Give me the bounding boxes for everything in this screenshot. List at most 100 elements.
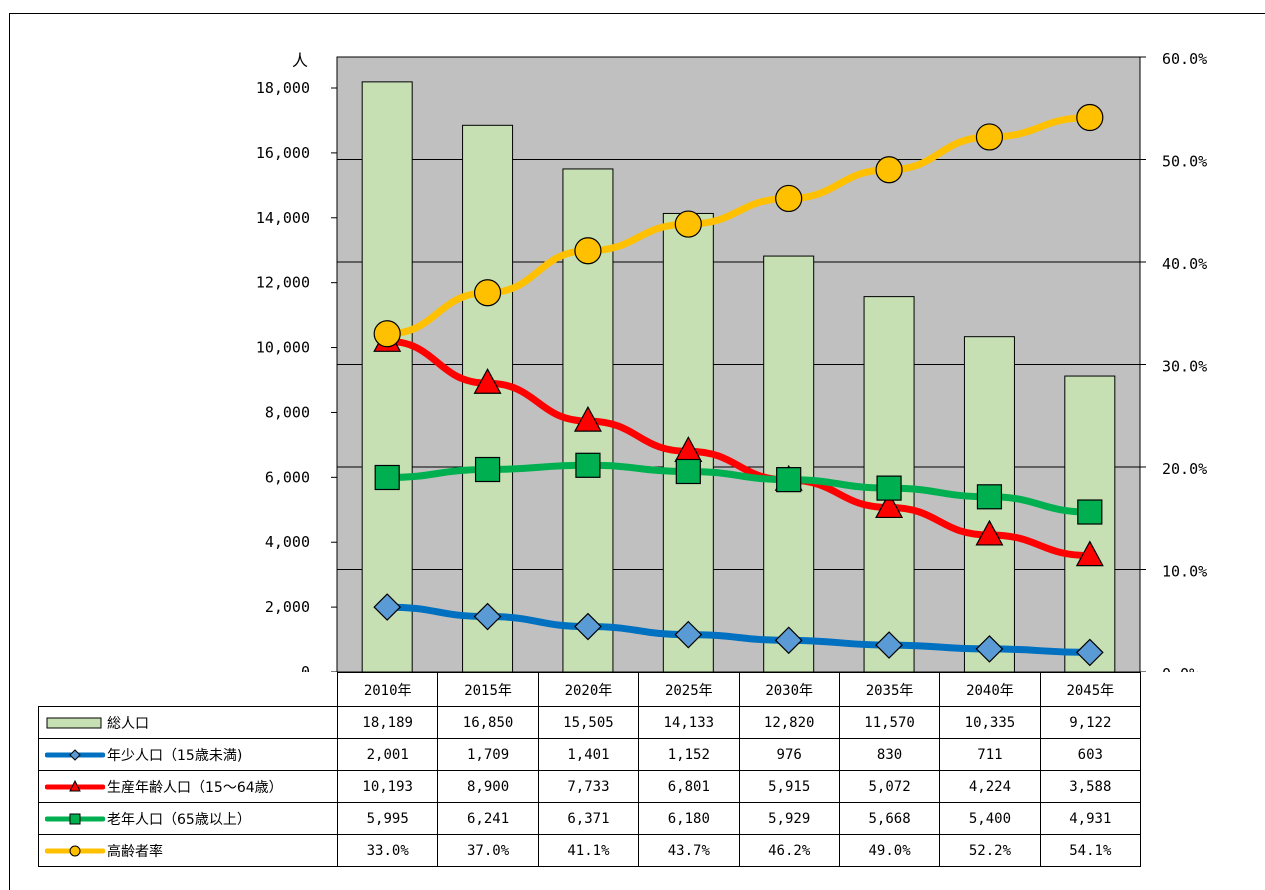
left-tick-label: 18,000 <box>256 79 310 97</box>
bar-total-population <box>361 81 413 672</box>
table-value-cell: 11,570 <box>838 706 941 739</box>
combo-chart: 0 2,000 4,000 6,000 8,000 10,000 12,000 14,000 1… <box>256 50 1207 672</box>
table-value-cell: 4,224 <box>939 770 1041 803</box>
table-value-cell: 2,001 <box>336 738 439 771</box>
series-name-cell: 高齢者率 <box>38 834 338 867</box>
table-value-cell: 5,668 <box>838 802 941 835</box>
category-label: 2020年 <box>537 672 640 707</box>
table-value-cell: 33.0% <box>336 834 439 867</box>
category-label: 2030年 <box>738 672 840 707</box>
category-label: 2035年 <box>838 672 941 707</box>
table-value-cell: 5,995 <box>336 802 439 835</box>
bar-total-population <box>462 124 514 672</box>
left-tick-label: 8,000 <box>265 403 310 421</box>
circle-marker <box>473 279 502 307</box>
legend-key-icon <box>45 813 105 824</box>
left-tick-label: 6,000 <box>265 468 310 486</box>
table-header-row: 2010年 2015年 2020年 2025年 2030年 2035年 2040年 2045年 <box>38 672 1142 707</box>
table-value-cell: 49.0% <box>838 834 941 867</box>
category-label: 2045年 <box>1039 672 1142 707</box>
table-value-cell: 43.7% <box>638 834 740 867</box>
table-value-cell: 5,915 <box>738 770 840 803</box>
table-value-cell: 1,401 <box>537 738 640 771</box>
line-series <box>383 113 1094 656</box>
square-marker <box>1077 499 1103 525</box>
table-value-cell: 5,072 <box>838 770 941 803</box>
series-line <box>383 337 1094 560</box>
legend-key-icon <box>45 779 105 791</box>
left-axis: 0 2,000 4,000 6,000 8,000 10,000 12,000 14,000 1… <box>256 79 337 672</box>
square-marker <box>675 458 701 485</box>
square-marker <box>976 484 1003 510</box>
chart-frame <box>9 13 1265 890</box>
table-value-cell: 5,929 <box>738 802 840 835</box>
table-value-cell: 37.0% <box>437 834 539 867</box>
circle-marker <box>775 184 803 213</box>
square-marker <box>876 475 902 501</box>
table-value-cell: 52.2% <box>939 834 1041 867</box>
right-axis: 0.0% 10.0% 20.0% 30.0% 40.0% 50.0% 60.0% <box>1140 50 1207 672</box>
table-value-cell: 6,241 <box>437 802 539 835</box>
table-value-cell: 6,801 <box>638 770 740 803</box>
table-value-cell: 4,931 <box>1039 802 1142 835</box>
left-tick-label: 4,000 <box>265 533 310 551</box>
triangle-marker <box>473 367 502 394</box>
table-value-cell: 16,850 <box>437 706 539 739</box>
left-tick-label: 12,000 <box>256 274 310 292</box>
table-value-cell: 8,900 <box>437 770 539 803</box>
series-name-cell: 老年人口（65歳以上） <box>38 802 338 835</box>
diamond-marker <box>975 635 1004 663</box>
category-label: 2010年 <box>336 672 439 707</box>
data-table: 2010年 2015年 2020年 2025年 2030年 2035年 2040年 2045年… <box>38 672 1142 867</box>
table-value-cell: 54.1% <box>1039 834 1142 867</box>
table-row: 総人口 18,189 16,850 15,505 14,133 12,820 11,570 1… <box>38 706 1142 739</box>
category-label: 2025年 <box>638 672 740 707</box>
right-tick-label: 20.0% <box>1162 460 1207 478</box>
table-value-cell: 7,733 <box>537 770 640 803</box>
table-row: 年少人口（15歳未満) 2,001 1,709 1,401 1,152 976 830 711… <box>38 738 1142 771</box>
left-tick-label: 16,000 <box>256 144 310 162</box>
series-name: 生産年齢人口（15～64歳） <box>107 779 283 796</box>
square-marker <box>374 464 400 491</box>
circle-marker <box>1076 103 1104 132</box>
table-value-cell: 41.1% <box>537 834 640 867</box>
table-value-cell: 10,193 <box>336 770 439 803</box>
left-axis-unit: 人 <box>292 51 308 70</box>
legend-circle-marker <box>69 845 81 856</box>
circle-marker <box>875 156 903 184</box>
table-corner <box>38 672 338 707</box>
table-value-cell: 1,152 <box>638 738 740 771</box>
table-value-cell: 6,371 <box>537 802 640 835</box>
diamond-marker <box>1075 638 1104 667</box>
square-marker <box>474 456 501 483</box>
category-label: 2015年 <box>437 672 539 707</box>
diamond-marker <box>574 612 602 641</box>
circle-marker <box>975 123 1004 151</box>
diamond-marker <box>473 602 502 631</box>
series-name-cell: 生産年齢人口（15～64歳） <box>38 770 338 803</box>
legend-triangle-marker <box>69 779 81 791</box>
legend-diamond-marker <box>69 748 81 761</box>
right-tick-label: 30.0% <box>1162 358 1207 376</box>
diamond-marker <box>875 631 903 659</box>
square-marker <box>776 467 802 493</box>
table-value-cell: 1,709 <box>437 738 539 771</box>
table-value-cell: 18,189 <box>336 706 439 739</box>
legend-key-icon <box>45 748 105 761</box>
square-marker <box>575 452 601 478</box>
table-value-cell: 9,122 <box>1039 706 1142 739</box>
diamond-marker <box>674 620 703 649</box>
left-tick-label: 0 <box>301 663 310 672</box>
diamond-marker <box>774 626 803 655</box>
table-row: 高齢者率 33.0% 37.0% 41.1% 43.7% 46.2% 49.0% 52.2% 5… <box>38 834 1142 867</box>
circle-marker <box>373 320 401 348</box>
left-tick-label: 2,000 <box>265 598 310 616</box>
table-value-cell: 15,505 <box>537 706 640 739</box>
table-row: 老年人口（65歳以上） 5,995 6,241 6,371 6,180 5,929 5,66… <box>38 802 1142 835</box>
triangle-marker <box>1075 540 1104 567</box>
right-tick-label: 50.0% <box>1162 153 1207 171</box>
series-line <box>383 603 1094 656</box>
table-value-cell: 6,180 <box>638 802 740 835</box>
legend-key-icon <box>45 845 105 856</box>
table-value-cell: 830 <box>838 738 941 771</box>
